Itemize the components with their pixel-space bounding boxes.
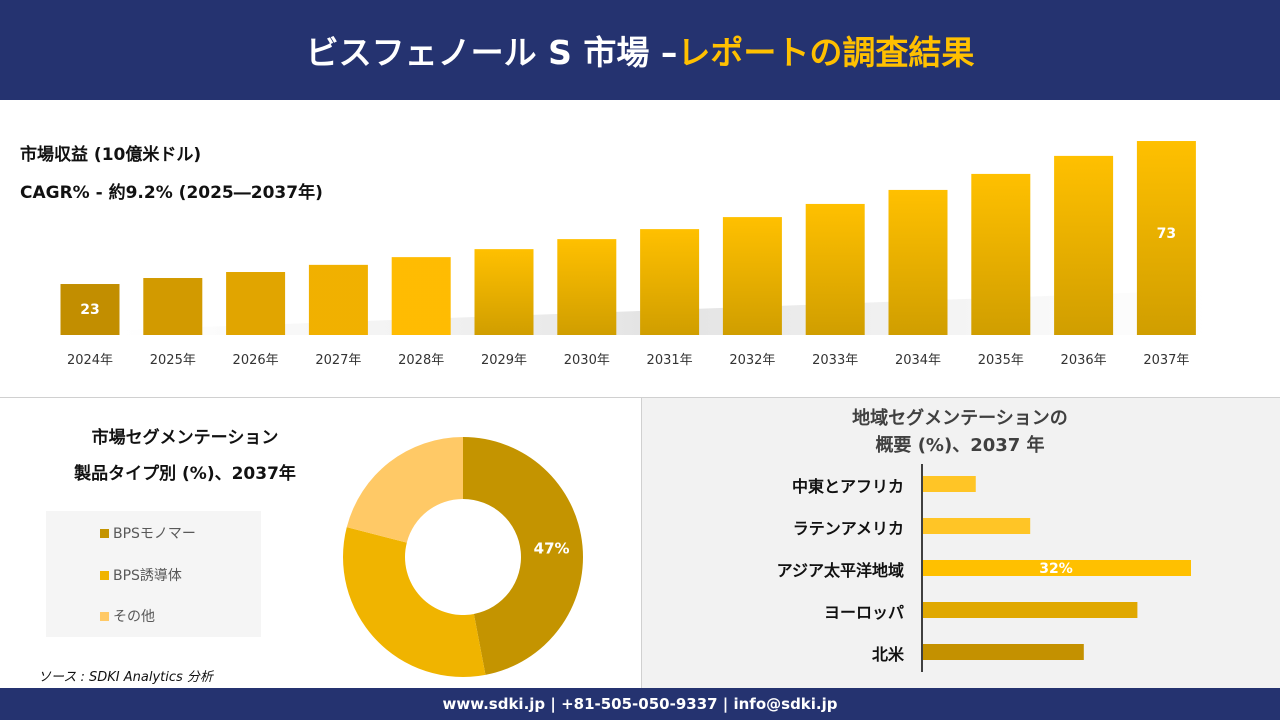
revenue-bar [557,239,617,335]
region-label: ヨーロッパ [823,603,904,622]
region-label: 中東とアフリカ [791,477,904,496]
x-tick-label: 2025年 [150,353,196,368]
region-title-1: 地域セグメンテーションの [852,408,1068,429]
donut-slice [463,437,583,675]
x-tick-label: 2029年 [481,353,527,368]
legend-swatch [100,570,109,580]
title-highlight: レポートの調査結果 [677,33,975,72]
title-main: ビスフェノール S 市場 – [305,33,678,72]
region-bar [923,518,1031,534]
region-data-label: 32% [1039,561,1073,577]
region-bar [923,560,1191,576]
revenue-bar [1054,155,1114,335]
legend-swatch [100,611,109,621]
legend-label: その他 [113,609,155,625]
legend-item: BPS誘導体 [100,565,182,585]
x-tick-label: 2035年 [978,353,1024,368]
x-tick-label: 2028年 [398,353,444,368]
bar-data-label: 23 [80,302,99,318]
revenue-bar [971,173,1031,335]
cagr-text: CAGR% - 約9.2% (2025―2037年) [20,183,323,203]
legend-swatch [100,528,109,538]
x-tick-label: 2033年 [812,353,858,368]
source-note: ソース : SDKI Analytics 分析 [38,670,213,685]
x-tick-label: 2030年 [564,353,610,368]
bar-data-label: 73 [1157,226,1176,242]
x-tick-label: 2037年 [1143,353,1189,368]
revenue-bar [640,229,700,335]
revenue-bar [391,257,451,335]
legend-label: BPSモノマー [113,526,196,542]
region-bar [923,644,1084,660]
region-bar [923,476,976,492]
revenue-bar [143,278,203,335]
region-bar [923,602,1138,618]
revenue-bar [308,264,368,335]
revenue-bar [226,272,286,335]
revenue-bar [888,189,948,335]
revenue-bar [1136,141,1196,335]
x-tick-label: 2036年 [1061,353,1107,368]
revenue-title: 市場収益 (10億米ドル) [20,145,202,165]
region-title-2: 概要 (%)、2037 年 [875,435,1045,456]
donut-slice [343,527,486,677]
region-label: ラテンアメリカ [792,519,904,538]
x-tick-label: 2032年 [729,353,775,368]
revenue-bar [805,203,865,335]
donut-data-label: 47% [534,540,570,558]
x-tick-label: 2027年 [315,353,361,368]
revenue-bar [60,284,120,335]
donut-slice [346,437,463,543]
legend-item: BPSモノマー [100,523,196,543]
region-segment-panel [641,398,1280,688]
donut-legend: BPSモノマー BPS誘導体 その他 [46,511,261,637]
x-tick-label: 2026年 [233,353,279,368]
legend-label: BPS誘導体 [113,568,182,584]
x-tick-label: 2034年 [895,353,941,368]
x-tick-label: 2031年 [647,353,693,368]
region-label: 北米 [871,645,904,664]
segment-title-2: 製品タイプ別 (%)、2037年 [74,464,296,484]
revenue-bar [722,217,782,335]
revenue-bar [474,249,534,335]
legend-item: その他 [100,606,155,626]
page-header: ビスフェノール S 市場 – レポートの調査結果 [0,0,1280,100]
segment-title-1: 市場セグメンテーション [91,428,279,448]
footer-contact: www.sdki.jp | +81-505-050-9337 | info@sd… [0,688,1280,720]
x-tick-label: 2024年 [67,353,113,368]
region-label: アジア太平洋地域 [776,561,904,580]
